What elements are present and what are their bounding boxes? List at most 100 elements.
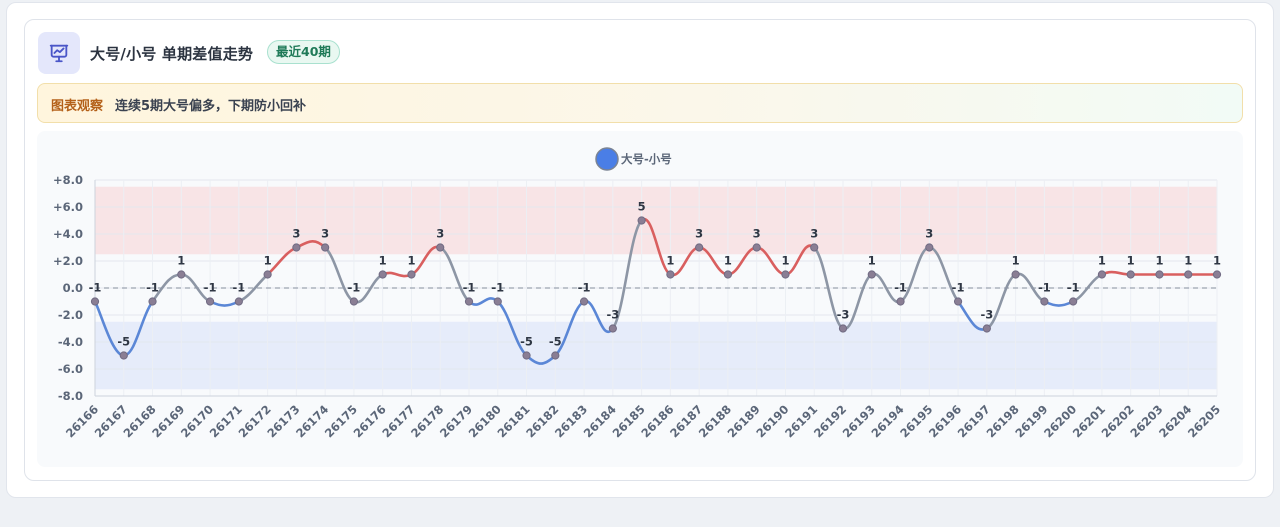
x-tick-label: 26205 <box>1185 402 1223 440</box>
data-label: 1 <box>868 254 876 268</box>
data-label: 1 <box>666 254 674 268</box>
data-point <box>781 270 790 279</box>
data-label: 1 <box>407 254 415 268</box>
data-point <box>1069 297 1078 306</box>
data-point <box>810 243 819 252</box>
y-tick-label: -8.0 <box>58 389 83 403</box>
data-point <box>1040 297 1049 306</box>
data-label: 3 <box>292 227 300 241</box>
y-tick-label: +2.0 <box>53 254 83 268</box>
data-point <box>1184 270 1193 279</box>
observation-banner: 图表观察 连续5期大号偏多，下期防小回补 <box>37 83 1243 123</box>
series-line-segment <box>812 246 845 330</box>
y-tick-label: 0.0 <box>63 281 83 295</box>
data-label: -1 <box>1067 281 1080 295</box>
data-point <box>464 297 474 306</box>
data-label: -5 <box>520 335 533 349</box>
data-label: 1 <box>1012 254 1020 268</box>
data-label: 1 <box>379 254 387 268</box>
data-label: 5 <box>638 200 646 214</box>
data-label: -1 <box>1038 281 1051 295</box>
data-point <box>723 270 733 279</box>
data-label: 1 <box>177 254 185 268</box>
data-point <box>953 297 963 306</box>
data-label: -3 <box>606 308 619 322</box>
data-point <box>378 270 387 279</box>
data-label: 3 <box>436 227 444 241</box>
series-line-segment <box>208 300 241 307</box>
y-tick-label: -4.0 <box>58 335 83 349</box>
chart-title: 大号/小号 单期差值走势 <box>90 45 254 63</box>
data-label: 3 <box>753 227 761 241</box>
data-point <box>349 297 359 306</box>
data-point <box>205 297 215 306</box>
data-point <box>579 297 589 306</box>
series-line-segment <box>381 271 413 278</box>
data-point <box>177 270 186 279</box>
data-label: 1 <box>781 254 789 268</box>
observation-label: 图表观察 <box>51 99 104 114</box>
data-label: -1 <box>146 281 159 295</box>
line-chart: +8.0+6.0+4.0+2.00.0-2.0-4.0-6.0-8.026166… <box>53 147 1223 440</box>
data-point <box>666 270 675 279</box>
data-point <box>407 270 416 279</box>
data-label: -1 <box>578 281 591 295</box>
chart-presentation-icon <box>38 32 80 74</box>
data-point <box>695 243 704 252</box>
data-point <box>925 243 934 252</box>
data-label: 1 <box>1127 254 1135 268</box>
chart-panel: +8.0 +6.0 +4.0 +2.0 0.0 -2.0 -4.0 -6.0 -8.0 26166… <box>37 131 1243 467</box>
data-label: 3 <box>925 227 933 241</box>
data-point <box>752 243 761 252</box>
data-label: 1 <box>1184 254 1192 268</box>
series-line-segment <box>496 300 528 357</box>
y-tick-label: -6.0 <box>58 362 83 376</box>
legend-label: 大号-小号 <box>621 152 672 166</box>
y-tick-label: +8.0 <box>53 173 83 187</box>
data-point <box>1126 270 1135 279</box>
period-badge: 最近40期 <box>267 40 340 64</box>
data-label: 1 <box>264 254 272 268</box>
data-point <box>234 297 243 306</box>
data-label: -5 <box>549 335 562 349</box>
data-point <box>321 243 330 252</box>
data-point <box>263 270 272 279</box>
data-point <box>608 324 617 333</box>
data-label: 3 <box>321 227 329 241</box>
data-point <box>292 243 301 252</box>
series-line-segment <box>611 219 643 330</box>
data-label: -1 <box>232 281 245 295</box>
data-label: 1 <box>1213 254 1221 268</box>
data-point <box>838 324 848 333</box>
data-label: -1 <box>348 281 361 295</box>
observation-text: 连续5期大号偏多，下期防小回补 <box>115 99 307 114</box>
y-tick-label: +6.0 <box>53 200 83 214</box>
data-point <box>867 270 876 279</box>
data-label: -1 <box>491 281 504 295</box>
y-tick-label: +4.0 <box>53 227 83 241</box>
data-label: -1 <box>952 281 965 295</box>
data-point <box>1097 270 1107 279</box>
series-line-segment <box>1100 270 1132 276</box>
data-point <box>982 324 991 333</box>
series-line-segment <box>467 297 500 306</box>
series-line-segment <box>1043 300 1075 307</box>
data-label: 1 <box>1155 254 1163 268</box>
data-point <box>522 351 531 360</box>
data-label: -1 <box>894 281 907 295</box>
data-label: -1 <box>463 281 476 295</box>
data-label: -5 <box>117 335 130 349</box>
data-point <box>493 297 502 306</box>
data-point <box>90 297 100 306</box>
data-point <box>436 243 445 252</box>
legend-marker <box>595 147 619 171</box>
data-point <box>119 351 128 360</box>
data-label: 3 <box>810 227 818 241</box>
data-point <box>148 297 157 306</box>
data-point <box>637 216 646 225</box>
data-label: 1 <box>724 254 732 268</box>
data-label: -3 <box>980 308 993 322</box>
data-label: 3 <box>695 227 703 241</box>
data-label: -1 <box>204 281 217 295</box>
data-point <box>1212 270 1222 279</box>
